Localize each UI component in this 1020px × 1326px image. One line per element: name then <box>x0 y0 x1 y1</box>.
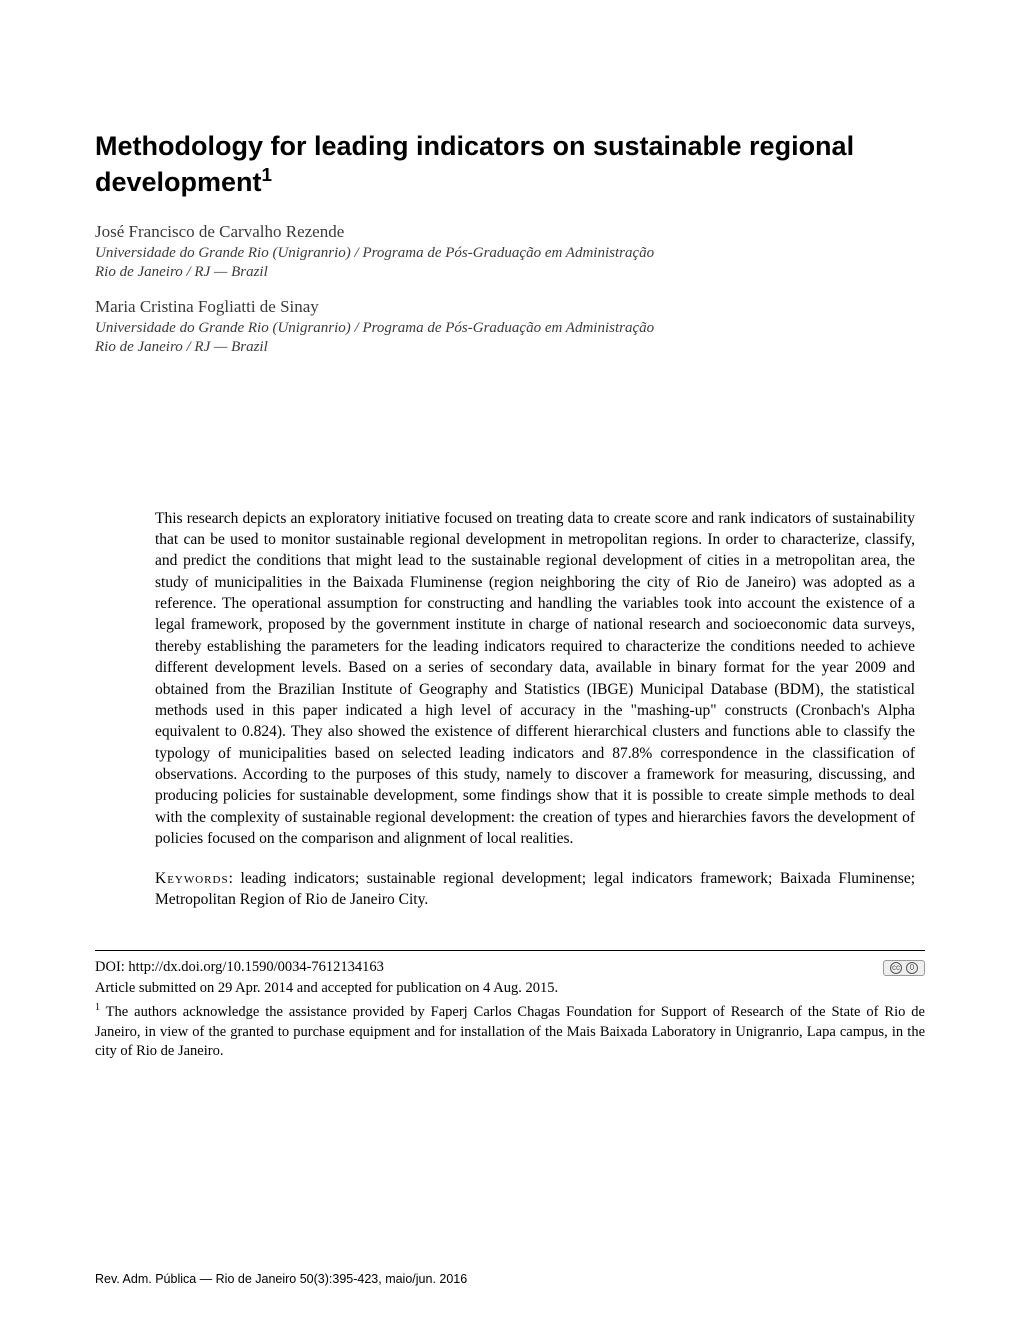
title-text: Methodology for leading indicators on su… <box>95 131 854 197</box>
author-affiliation-line1: Universidade do Grande Rio (Unigranrio) … <box>95 244 925 264</box>
cc-license-badge: cc 0 <box>883 960 925 976</box>
author-name: José Francisco de Carvalho Rezende <box>95 222 925 242</box>
abstract-text: This research depicts an exploratory ini… <box>155 508 915 850</box>
abstract-container: This research depicts an exploratory ini… <box>95 508 925 911</box>
author-block-2: Maria Cristina Fogliatti de Sinay Univer… <box>95 297 925 358</box>
doi-row: DOI: http://dx.doi.org/10.1590/0034-7612… <box>95 959 925 976</box>
footnote-body: The authors acknowledge the assistance p… <box>95 1004 925 1059</box>
article-dates: Article submitted on 29 Apr. 2014 and ac… <box>95 980 925 997</box>
keywords-label: Keywords <box>155 870 229 887</box>
author-affiliation-line1: Universidade do Grande Rio (Unigranrio) … <box>95 319 925 339</box>
author-block-1: José Francisco de Carvalho Rezende Unive… <box>95 222 925 283</box>
page-footer: Rev. Adm. Pública — Rio de Janeiro 50(3)… <box>95 1272 467 1286</box>
footnote: 1 The authors acknowledge the assistance… <box>95 1001 925 1062</box>
title-footnote-marker: 1 <box>262 165 273 186</box>
footnote-rule <box>95 950 925 951</box>
author-affiliation-line2: Rio de Janeiro / RJ — Brazil <box>95 338 925 358</box>
keywords-line: Keywords: leading indicators; sustainabl… <box>155 868 915 911</box>
cc-zero-icon: 0 <box>906 962 918 974</box>
keywords-text: : leading indicators; sustainable region… <box>155 870 915 908</box>
article-title: Methodology for leading indicators on su… <box>95 130 925 200</box>
author-name: Maria Cristina Fogliatti de Sinay <box>95 297 925 317</box>
doi-text: DOI: http://dx.doi.org/10.1590/0034-7612… <box>95 959 384 976</box>
cc-icon: cc <box>890 962 902 974</box>
author-affiliation-line2: Rio de Janeiro / RJ — Brazil <box>95 263 925 283</box>
